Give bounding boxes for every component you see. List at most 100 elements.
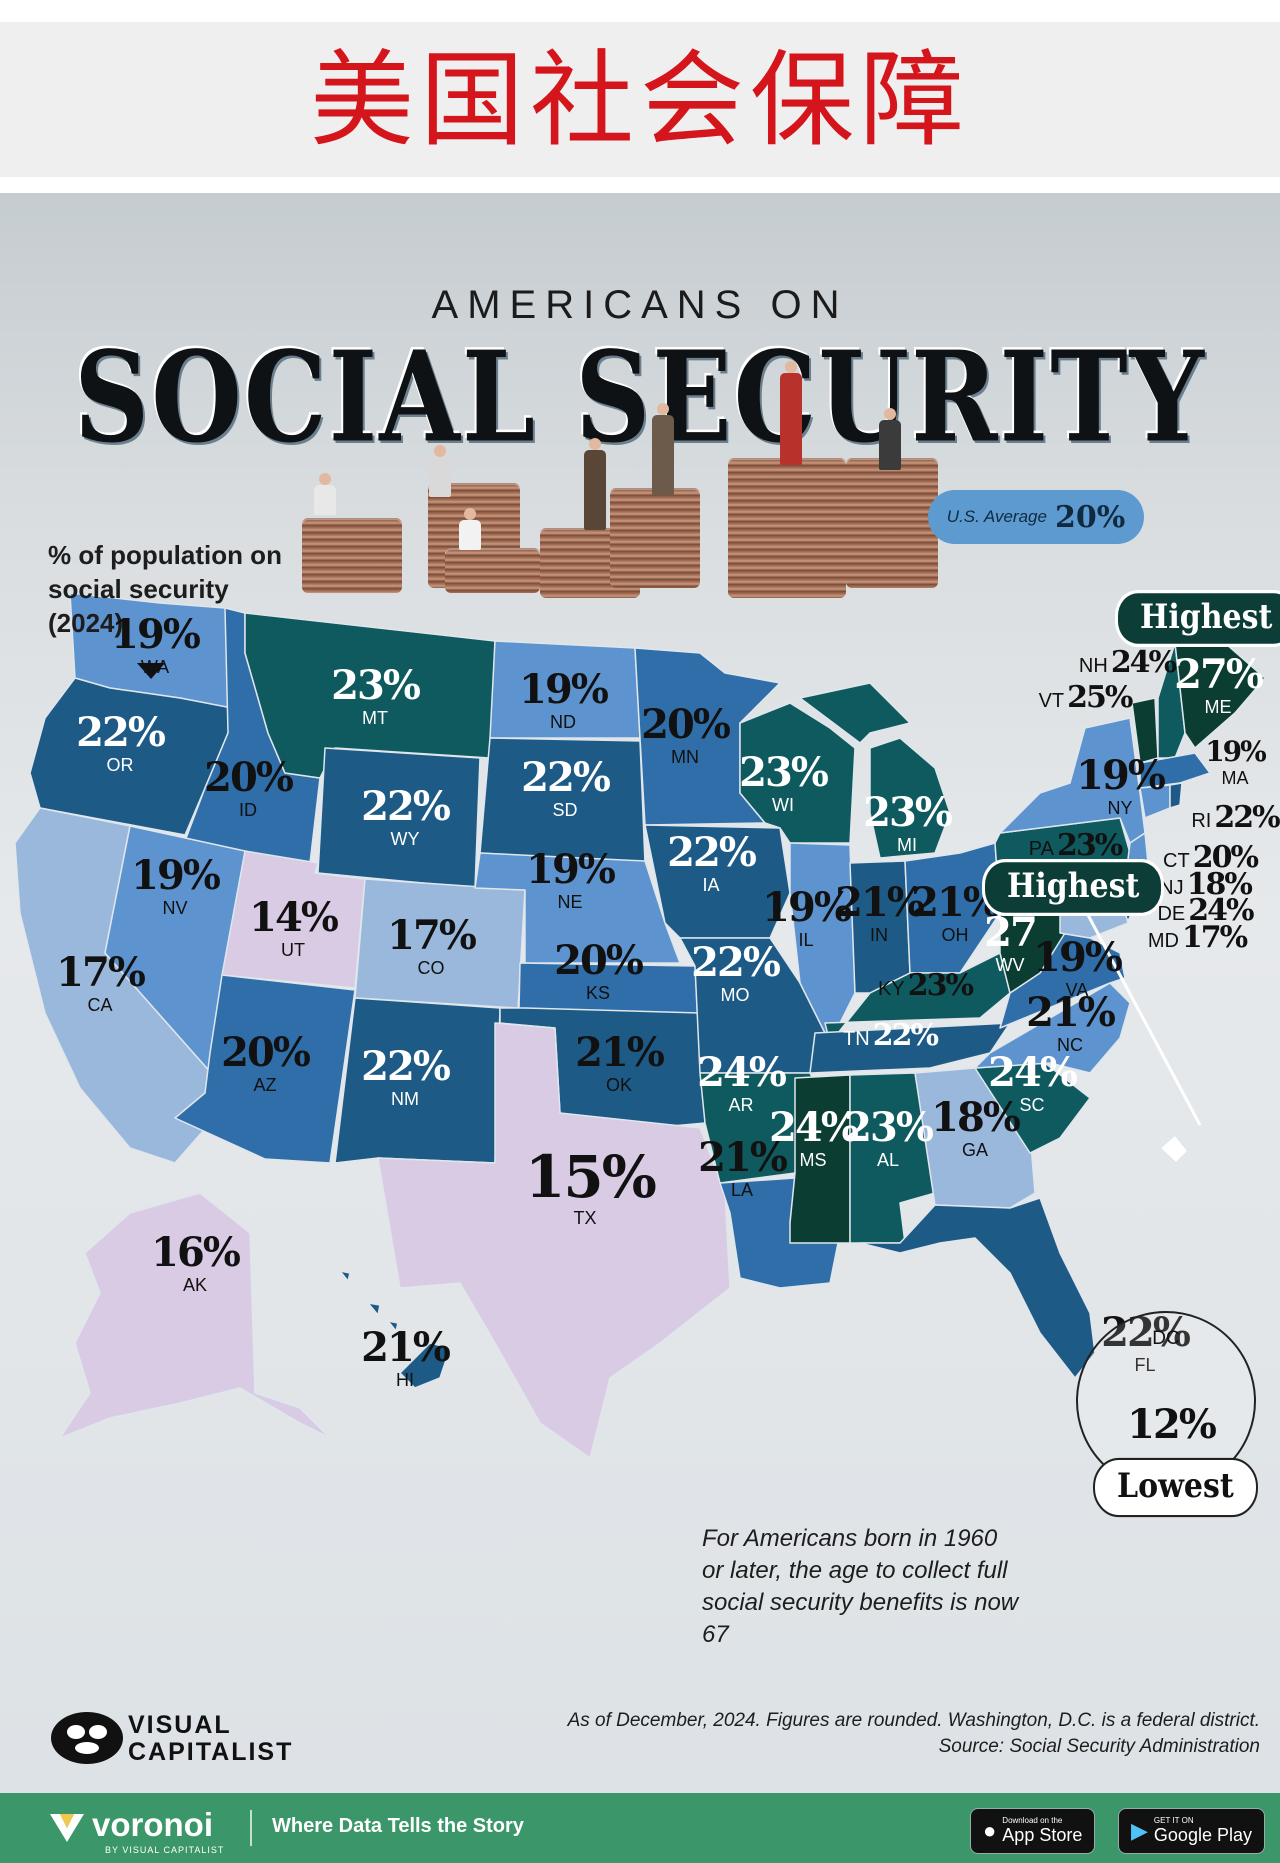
- state-label-IN: 21% IN: [835, 879, 925, 945]
- state-label-DC-code: DC: [1152, 1328, 1180, 1349]
- state-label-WY: 22% WY: [361, 783, 451, 849]
- state-label-HI: 21% HI: [361, 1324, 451, 1390]
- state-label-AK: 16% AK: [151, 1229, 241, 1295]
- state-label-CA: 17% CA: [56, 949, 146, 1015]
- state-NH: [1157, 642, 1186, 759]
- footnote-text: As of December, 2024. Figures are rounde…: [567, 1710, 1260, 1731]
- figurine: [580, 438, 610, 530]
- voronoi-brand[interactable]: voronoi: [92, 1806, 213, 1843]
- state-label-WA: 19% WA: [111, 611, 201, 677]
- state-label-KY: KY 23%: [878, 968, 974, 1003]
- footer-tagline: Where Data Tells the Story: [272, 1815, 524, 1837]
- state-TN: [809, 1022, 1011, 1074]
- age-note: For Americans born in 1960 or later, the…: [702, 1525, 1019, 1648]
- state-label-WV: 27 WV: [984, 909, 1038, 975]
- pointer-arrow-icon: [137, 663, 165, 679]
- state-DC: [1159, 1134, 1189, 1164]
- us-average-value: 20%: [1054, 499, 1126, 535]
- state-label-ME: 27% ME: [1174, 651, 1264, 717]
- app-store-button[interactable]: ● Download on the App Store: [970, 1808, 1096, 1854]
- state-label-MO: 22% MO: [691, 939, 781, 1005]
- state-TX: [377, 1022, 731, 1459]
- state-label-OK: 21% OK: [575, 1029, 665, 1095]
- state-AZ: [174, 974, 356, 1164]
- visual-capitalist-wordmark: VISUAL CAPITALIST: [128, 1711, 294, 1766]
- state-MI: [799, 682, 951, 859]
- state-label-CT: CT 20%: [1163, 840, 1259, 875]
- state-label-CO: 17% CO: [387, 912, 477, 978]
- state-label-SD: 22% SD: [521, 754, 611, 820]
- state-NC: [974, 982, 1131, 1074]
- state-label-TN: TN 22%: [843, 1018, 939, 1053]
- state-label-NM: 22% NM: [361, 1043, 451, 1109]
- coin-stack: [302, 518, 402, 593]
- figurine: [310, 473, 340, 515]
- highest-callout-maine: Highest: [1118, 593, 1280, 644]
- state-NE: [474, 852, 681, 964]
- state-AK: [59, 1192, 331, 1439]
- voronoi-brand-sub: BY VISUAL CAPITALIST: [105, 1845, 225, 1855]
- state-label-DE: DE 24%: [1157, 893, 1254, 928]
- coin-stack: [846, 458, 938, 588]
- state-label-AR: 24% AR: [697, 1049, 787, 1115]
- source-text: Source: Social Security Administration: [938, 1736, 1260, 1757]
- figurine: [648, 403, 678, 495]
- state-label-IA: 22% IA: [667, 829, 757, 895]
- infographic-poster: AMERICANS ON SOCIAL SECURITY % of popula…: [0, 193, 1280, 1793]
- coin-stack: [728, 458, 846, 598]
- state-label-NY: 19% NY: [1076, 752, 1166, 818]
- state-label-GA: 18% GA: [931, 1094, 1021, 1160]
- title-top: AMERICANS ON: [431, 283, 849, 327]
- state-MA: [1139, 752, 1211, 789]
- state-label-PA: PA 23%: [1028, 828, 1123, 863]
- play-icon: ▶: [1131, 1818, 1148, 1843]
- state-label-MD: MD 17%: [1147, 920, 1248, 955]
- state-label-IL: 19% IL: [762, 884, 852, 950]
- us-average-badge: U.S. Average 20%: [928, 490, 1144, 544]
- banner-title: 美国社会保障: [309, 38, 970, 161]
- title-main: SOCIAL SECURITY: [74, 323, 1206, 471]
- state-WI: [739, 702, 856, 844]
- state-label-UT: 14% UT: [249, 894, 339, 960]
- state-label-ID: 20% ID: [204, 754, 294, 820]
- top-banner: 美国社会保障: [0, 22, 1280, 177]
- state-label-WI: 23% WI: [739, 749, 829, 815]
- us-average-label: U.S. Average: [946, 507, 1047, 526]
- state-label-NV: 19% NV: [131, 852, 221, 918]
- apple-icon: ●: [983, 1818, 997, 1843]
- state-label-MN: 20% MN: [641, 701, 731, 767]
- state-label-NC: 21% NC: [1026, 989, 1116, 1055]
- state-label-TX: 15% TX: [525, 1143, 657, 1228]
- figurine: [875, 408, 905, 470]
- state-HI: [339, 1270, 451, 1389]
- figurine: [773, 361, 809, 465]
- state-NY: [999, 717, 1146, 844]
- footer-divider: [250, 1810, 252, 1846]
- highest-callout-west-virginia: Highest: [985, 862, 1162, 913]
- state-label-MA: 19% MA: [1205, 735, 1267, 788]
- state-label-MS: 24% MS: [769, 1104, 859, 1170]
- figurine: [455, 508, 485, 550]
- state-label-OR: 22% OR: [76, 709, 166, 775]
- coin-stack: [445, 548, 540, 593]
- us-map: [14, 592, 1266, 1459]
- state-label-AZ: 20% AZ: [221, 1029, 311, 1095]
- state-label-DC-value: 12%: [1127, 1401, 1217, 1448]
- population-note: % of population on social security (2024…: [48, 540, 282, 638]
- state-label-NE: 19% NE: [526, 846, 616, 912]
- state-label-MT: 23% MT: [331, 662, 421, 728]
- dc-leader-line: [1086, 914, 1202, 1126]
- state-label-VA: 19% VA: [1033, 934, 1123, 1000]
- figurine: [425, 445, 455, 497]
- state-label-VT: VT 25%: [1038, 680, 1134, 715]
- voronoi-logo-icon[interactable]: [48, 1810, 86, 1844]
- state-label-ND: 19% ND: [519, 666, 609, 732]
- state-label-NH: NH 24%: [1078, 645, 1177, 680]
- google-play-button[interactable]: ▶ GET IT ON Google Play: [1118, 1808, 1265, 1854]
- state-label-RI: RI 22%: [1191, 800, 1280, 835]
- footnote: As of December, 2024. Figures are rounde…: [420, 1708, 1260, 1760]
- state-label-LA: 21% LA: [698, 1134, 788, 1200]
- visual-capitalist-logo-icon: [51, 1712, 123, 1764]
- coin-stack: [610, 488, 700, 588]
- state-label-KS: 20% KS: [554, 937, 644, 1003]
